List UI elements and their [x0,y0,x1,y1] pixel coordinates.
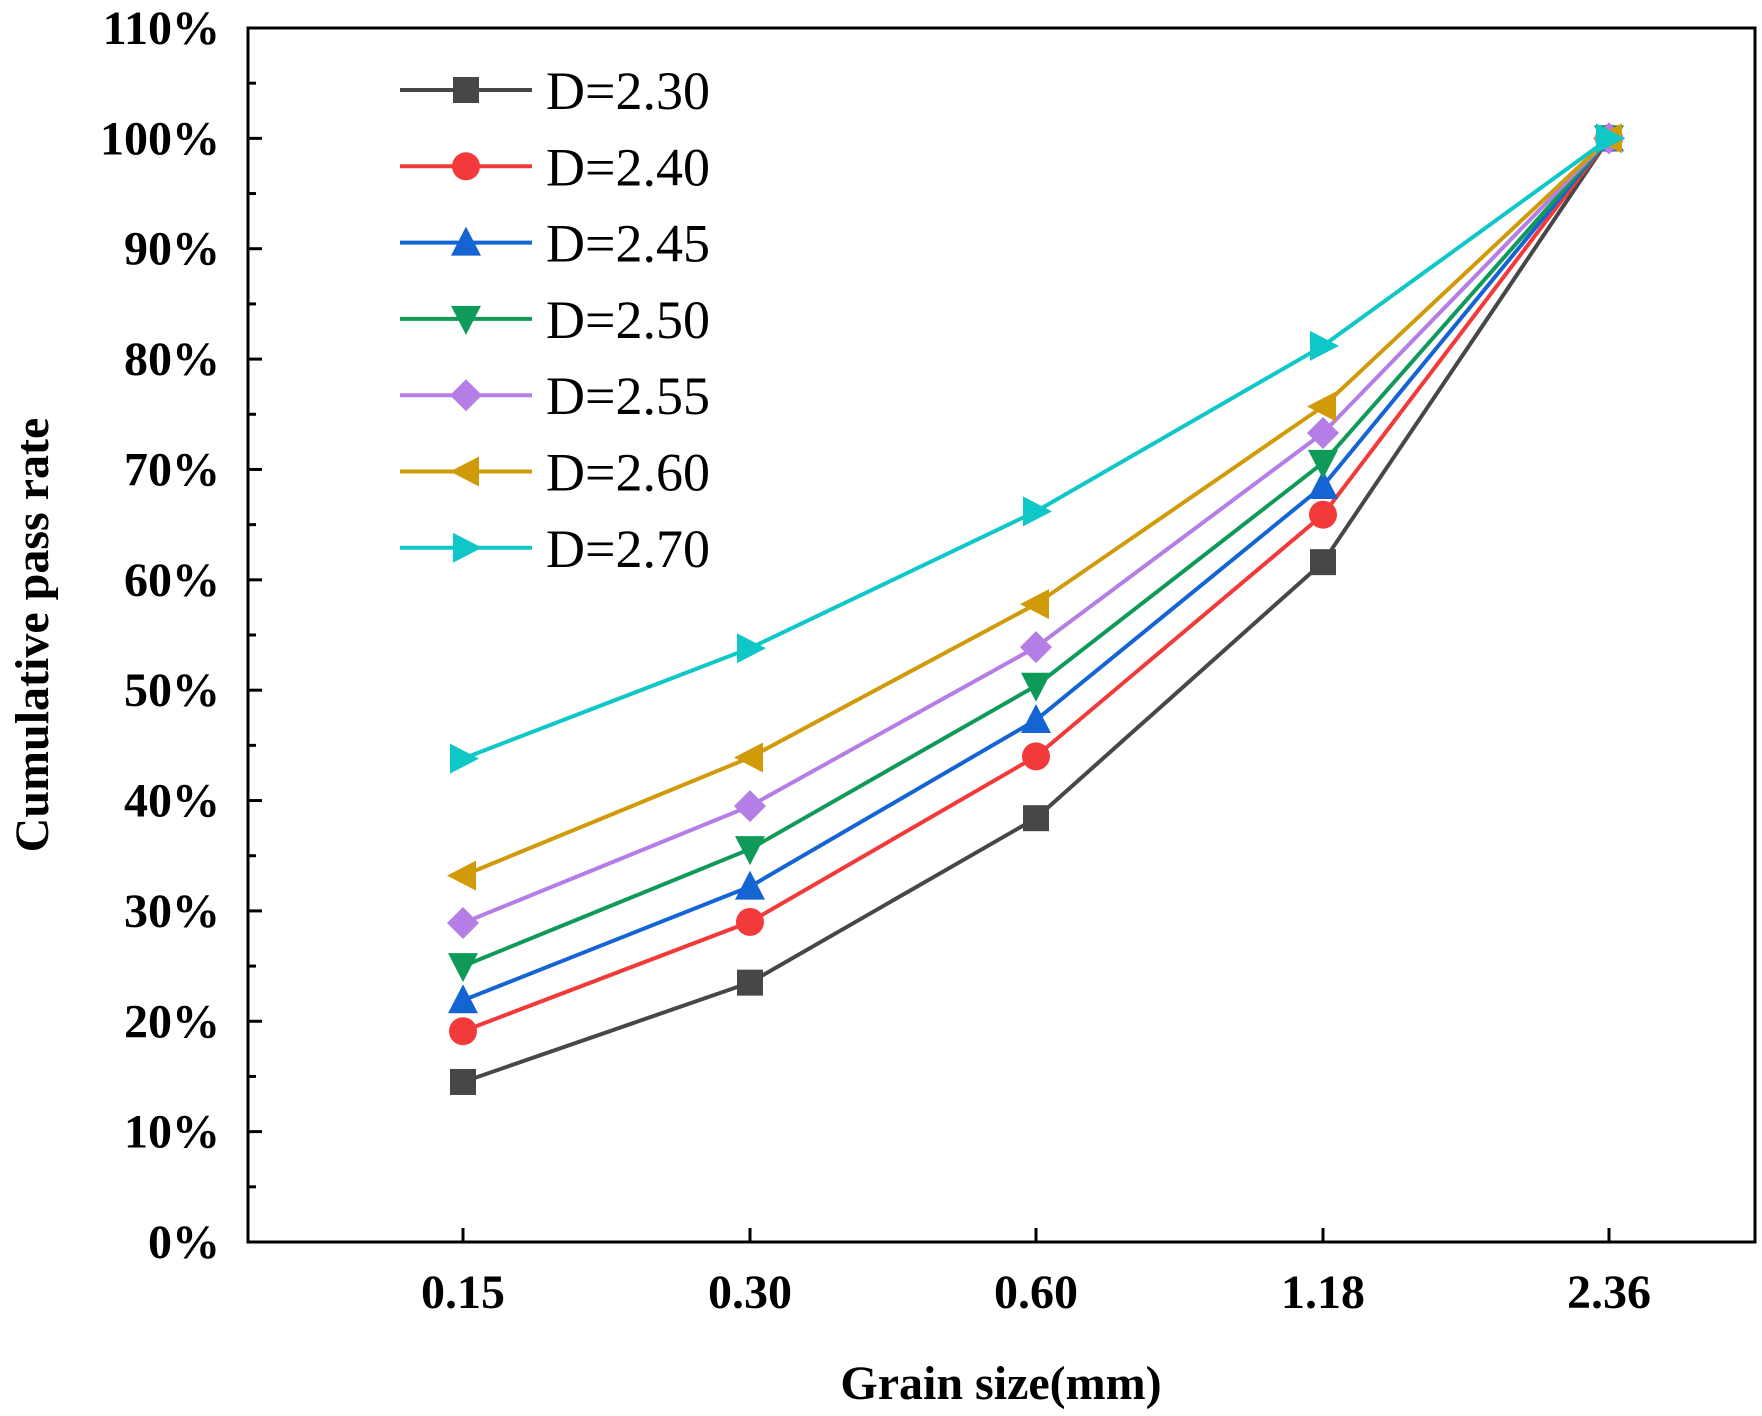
y-tick-label: 10% [124,1106,220,1159]
x-tick-label: 0.30 [708,1266,792,1319]
marker-triangle-left [450,456,479,487]
marker-triangle-up [1308,470,1338,500]
y-tick-label: 70% [124,443,220,496]
series-layer [447,122,1625,1095]
legend-item: D=2.70 [400,519,710,579]
series-D=2.70 [450,123,1625,774]
marker-triangle-right [450,743,479,774]
marker-triangle-right [453,532,482,563]
marker-circle [452,152,480,181]
legend: D=2.30 D=2.40 D=2.45 D=2.50 D=2.55 D=2.60 D=2.… [400,61,710,579]
y-axis: 0% 10% 20% 30% 40% 50% 60% 70% 80% 90% 100% 110% [100,2,262,1269]
legend-item: D=2.30 [400,61,710,121]
y-tick-label: 80% [124,333,220,386]
y-tick-label: 100% [100,112,220,165]
series-D=2.60 [447,123,1622,891]
legend-label: D=2.40 [546,137,710,197]
marker-triangle-right [1023,496,1052,527]
marker-square [1023,805,1049,832]
y-tick-label: 60% [124,554,220,607]
marker-circle [449,1017,477,1046]
y-tick-label: 90% [124,223,220,276]
legend-item: D=2.45 [400,214,710,274]
marker-triangle-down [1308,449,1338,479]
y-tick-label: 30% [124,885,220,938]
marker-triangle-down [448,953,478,983]
x-tick-label: 0.60 [994,1266,1078,1319]
y-tick-label: 40% [124,775,220,828]
marker-diamond [734,790,766,823]
legend-label: D=2.30 [546,61,710,121]
legend-label: D=2.50 [546,290,710,350]
marker-triangle-left [447,860,476,891]
x-axis: 0.15 0.30 0.60 1.18 2.36 [421,1228,1651,1319]
marker-diamond [450,379,482,412]
y-axis-title: Cumulative pass rate [6,418,59,853]
legend-label: D=2.70 [546,519,710,579]
x-tick-label: 0.15 [421,1266,505,1319]
legend-item: D=2.55 [400,366,710,426]
marker-triangle-left [1020,589,1049,620]
series-D=2.50 [448,125,1624,983]
marker-triangle-up [735,870,765,900]
legend-item: D=2.40 [400,137,710,197]
marker-triangle-down [1021,672,1051,702]
marker-diamond [1307,417,1339,450]
marker-triangle-right [1310,330,1339,361]
legend-label: D=2.60 [546,443,710,503]
y-tick-label: 20% [124,995,220,1048]
y-tick-label: 110% [103,2,220,55]
marker-triangle-up [1021,703,1051,733]
y-tick-label: 50% [124,664,220,717]
marker-triangle-right [737,633,766,664]
marker-triangle-left [1307,391,1336,422]
marker-triangle-down [735,836,765,866]
marker-circle [1309,500,1337,529]
marker-square [1310,549,1336,576]
marker-triangle-down [451,305,481,335]
marker-triangle-up [448,984,478,1014]
x-axis-title: Grain size(mm) [840,1357,1161,1410]
x-tick-label: 1.18 [1281,1266,1365,1319]
marker-diamond [1020,631,1052,664]
marker-diamond [447,907,479,940]
marker-square [453,77,479,103]
marker-triangle-up [451,226,481,256]
marker-square [450,1068,476,1095]
marker-triangle-left [734,742,763,773]
legend-item: D=2.50 [400,290,710,350]
x-tick-label: 2.36 [1567,1266,1651,1319]
legend-item: D=2.60 [400,443,710,503]
legend-label: D=2.45 [546,214,710,274]
y-tick-label: 0% [148,1216,220,1269]
marker-triangle-right [1596,123,1625,154]
legend-label: D=2.55 [546,366,710,426]
marker-circle [736,907,764,936]
marker-circle [1022,742,1050,771]
plot-frame [246,26,1757,1244]
marker-square [737,969,763,996]
